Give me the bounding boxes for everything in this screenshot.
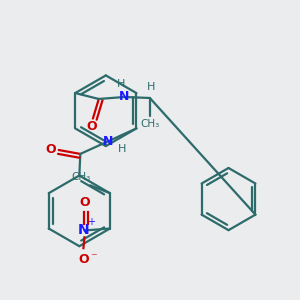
Text: O: O	[46, 142, 56, 155]
Text: CH₃: CH₃	[140, 119, 160, 130]
Text: H: H	[118, 144, 126, 154]
Text: CH₃: CH₃	[72, 172, 91, 182]
Text: O: O	[79, 196, 90, 209]
Text: O: O	[78, 254, 89, 266]
Text: ⁻: ⁻	[90, 251, 97, 265]
Text: O: O	[87, 120, 97, 133]
Text: +: +	[87, 217, 95, 226]
Text: N: N	[119, 89, 130, 103]
Text: H: H	[117, 79, 126, 89]
Text: N: N	[103, 135, 114, 148]
Text: H: H	[147, 82, 155, 92]
Text: N: N	[78, 223, 89, 236]
